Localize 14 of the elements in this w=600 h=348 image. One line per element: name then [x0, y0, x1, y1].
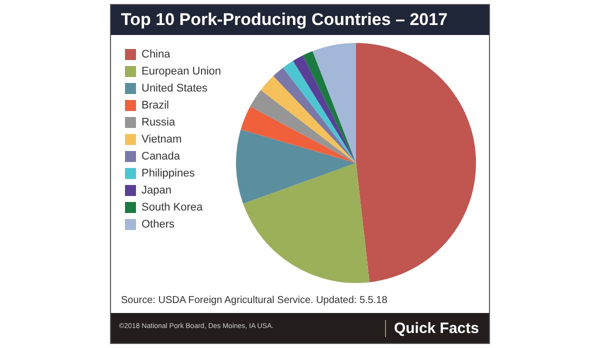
legend-label: Philippines: [142, 168, 196, 180]
source-note: Source: USDA Foreign Agricultural Service. Updated: 5.5.18: [121, 295, 388, 306]
chart-title: Top 10 Pork-Producing Countries – 2017: [111, 5, 489, 35]
text: Quick Facts: [384, 320, 479, 337]
legend-label: China: [142, 48, 172, 61]
legend-label: European Union: [142, 66, 222, 78]
legend-label: Russia: [142, 116, 176, 129]
legend-label: Canada: [142, 150, 181, 163]
legend-label: Japan: [142, 184, 172, 197]
legend-label: South Korea: [142, 202, 204, 214]
legend-label: Brazil: [142, 100, 170, 112]
legend-label: Others: [142, 218, 176, 231]
legend-label: United States: [142, 82, 208, 95]
legend-label: Vietnam: [142, 134, 182, 146]
